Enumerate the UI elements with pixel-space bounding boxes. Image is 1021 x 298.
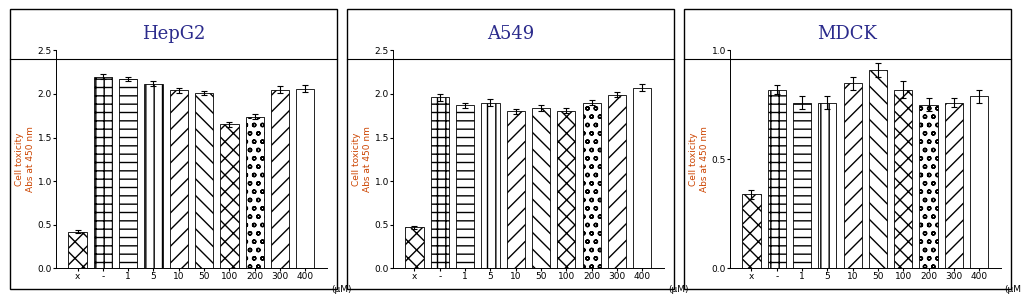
Bar [869,70,887,268]
Text: MDCK: MDCK [818,25,877,43]
Y-axis label: Cell toxicity
Abs at 450 nm: Cell toxicity Abs at 450 nm [352,126,372,192]
Bar [94,77,112,268]
Bar [221,125,239,268]
Bar [119,79,137,268]
Bar [144,83,162,268]
Bar [296,89,314,268]
Bar [894,90,913,268]
Bar [607,95,626,268]
Bar [68,232,87,268]
Bar [431,97,449,268]
Bar [506,111,525,268]
Bar [557,111,576,268]
Bar [944,103,963,268]
Bar [169,91,188,268]
Bar [456,105,474,268]
Y-axis label: Cell toxicity
Abs at 450 nm: Cell toxicity Abs at 450 nm [689,126,709,192]
Bar [920,105,937,268]
Bar [405,227,424,268]
Bar [633,88,651,268]
Bar [742,194,761,268]
Bar [843,83,862,268]
Text: (μM): (μM) [331,285,351,294]
Bar [532,108,550,268]
Text: A549: A549 [487,25,534,43]
Bar [271,90,289,268]
Bar [768,90,786,268]
Bar [246,117,263,268]
Bar [793,103,811,268]
Bar [818,103,836,268]
Bar [970,96,988,268]
Bar [195,93,213,268]
Text: (μM): (μM) [1005,285,1021,294]
Bar [583,103,600,268]
Y-axis label: Cell toxicity
Abs at 450 nm: Cell toxicity Abs at 450 nm [15,126,35,192]
Text: HepG2: HepG2 [142,25,205,43]
Text: (μM): (μM) [668,285,688,294]
Bar [481,103,499,268]
